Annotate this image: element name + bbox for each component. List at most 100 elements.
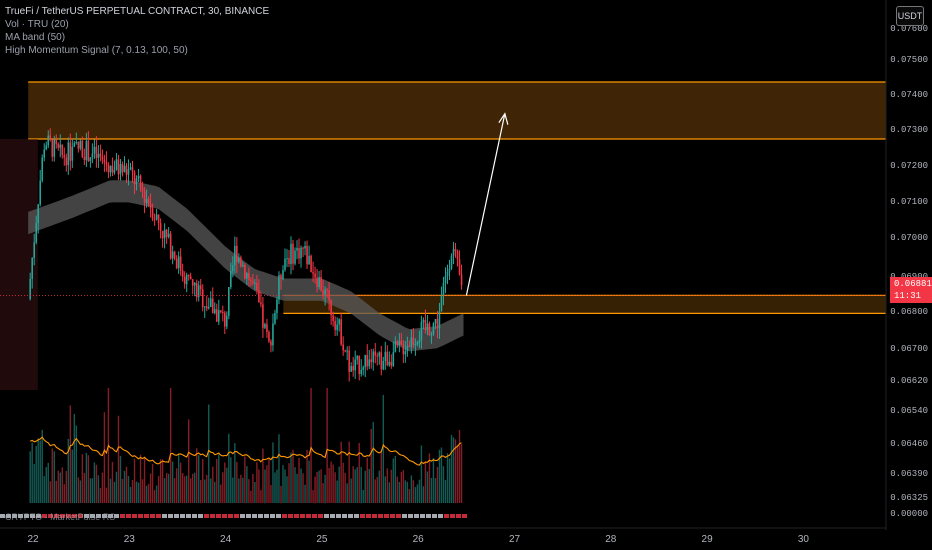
candle-body [398, 341, 401, 346]
momentum-strip-cell [96, 514, 101, 518]
candle-body [238, 257, 240, 262]
indicator-volume[interactable]: Vol · TRU (20) [5, 19, 69, 30]
candle-body [414, 344, 417, 346]
candle-body [360, 369, 363, 375]
momentum-strip-cell [108, 514, 113, 518]
momentum-strip-cell [72, 514, 77, 518]
momentum-strip-cell [384, 514, 389, 518]
candle-body [183, 276, 186, 285]
candle-body [43, 149, 46, 158]
indicator-momentum[interactable]: High Momentum Signal (7, 0.13, 100, 50) [5, 45, 188, 56]
volume-bar [340, 441, 342, 503]
candle-body [127, 169, 130, 175]
volume-bar [356, 467, 358, 503]
volume-bar [398, 481, 401, 503]
candle-body [55, 139, 58, 144]
candle-body [266, 324, 268, 333]
momentum-strip-cell [216, 514, 221, 518]
volume-bar [420, 445, 423, 503]
currency-badge[interactable]: USDT [896, 6, 924, 26]
candle-body [368, 359, 371, 367]
volume-bar [131, 479, 134, 503]
candle-body [460, 274, 463, 286]
momentum-strip-cell [396, 514, 401, 518]
candle-body [336, 324, 338, 331]
volume-bar [115, 471, 118, 503]
volume-bar [69, 405, 72, 503]
indicator-ma-band[interactable]: MA band (50) [5, 32, 66, 43]
candle-body [252, 281, 254, 284]
volume-bar [185, 475, 188, 503]
candle-body [157, 214, 160, 224]
volume-bar [147, 483, 150, 503]
candle-body [292, 243, 294, 264]
volume-bar [414, 487, 417, 503]
candle-body [452, 248, 455, 256]
candle-body [155, 214, 158, 220]
momentum-strip-cell [372, 514, 377, 518]
volume-bar [426, 471, 429, 503]
candle-body [119, 164, 122, 175]
volume-bar [376, 476, 378, 503]
candle-body [207, 306, 210, 309]
price-tick-label: 0.07200 [890, 161, 928, 171]
volume-bar [268, 459, 270, 503]
volume-bar [320, 469, 322, 503]
volume-bar [103, 412, 106, 503]
candle-body [448, 268, 451, 272]
candle-body [288, 258, 290, 265]
momentum-strip-cell [168, 514, 173, 518]
candle-body [79, 140, 82, 149]
candle-body [330, 300, 332, 316]
volume-bar [242, 477, 244, 503]
volume-bar [39, 440, 41, 503]
time-tick-label: 27 [509, 534, 521, 545]
volume-bar [240, 474, 242, 503]
time-tick-label: 23 [124, 534, 136, 545]
candle-body [89, 157, 92, 162]
volume-bar [137, 482, 140, 503]
candle-body [318, 276, 320, 287]
candle-body [131, 167, 134, 173]
projection-arrow-head [498, 112, 509, 125]
volume-bar [159, 459, 162, 503]
candle-body [107, 164, 110, 173]
candle-body [396, 341, 399, 346]
candle-body [234, 245, 236, 266]
candle-body [454, 248, 457, 252]
candle-body [320, 276, 322, 291]
volume-bar [370, 429, 372, 503]
momentum-strip-cell [234, 514, 239, 518]
volume-bar [224, 462, 226, 503]
volume-bar [33, 463, 35, 503]
volume-bar [81, 454, 84, 503]
momentum-strip-cell [414, 514, 419, 518]
candle-body [230, 271, 232, 288]
volume-bar [264, 469, 266, 503]
candle-body [129, 167, 132, 170]
candle-body [442, 282, 445, 296]
momentum-strip-cell [18, 514, 23, 518]
watermark: CRYPTO - MarketPulse RS [5, 512, 116, 522]
candle-body [211, 298, 214, 314]
candle-body [354, 359, 357, 371]
ma-band-layer [28, 180, 464, 352]
volume-bar [133, 458, 136, 503]
volume-bar [191, 473, 194, 503]
volume-bar [400, 471, 403, 503]
volume-bar [430, 477, 433, 503]
candle-body [370, 359, 373, 363]
volume-bar [121, 478, 124, 503]
volume-bar [57, 470, 59, 503]
candle-body [364, 354, 367, 368]
volume-bar [428, 453, 431, 503]
candle-body [29, 278, 31, 300]
momentum-strip-cell [138, 514, 143, 518]
chart-title[interactable]: TrueFi / TetherUS PERPETUAL CONTRACT, 30… [5, 6, 270, 17]
candle-body [99, 153, 102, 157]
volume-bar [406, 481, 409, 503]
volume-bar [304, 484, 306, 503]
volume-bar [83, 472, 86, 503]
candle-body [97, 153, 100, 158]
